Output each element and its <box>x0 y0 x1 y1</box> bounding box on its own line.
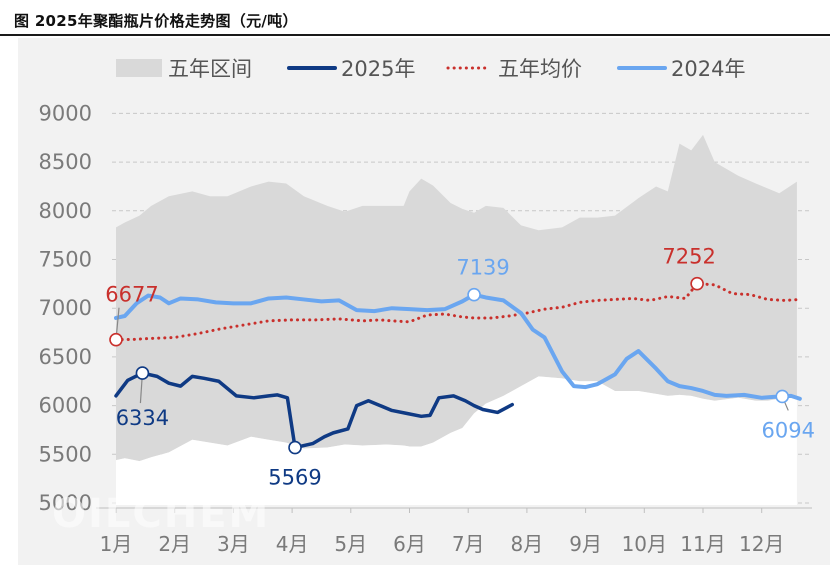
annotation-marker <box>288 440 302 455</box>
annotation-label: 5569 <box>268 466 321 490</box>
x-tick-label: 5月 <box>334 532 367 556</box>
legend: 五年区间 2025年 五年均价 2024年 <box>116 57 745 81</box>
y-axis: 9000 8500 8000 7500 7000 6500 6000 5500 5000 <box>39 101 92 515</box>
y-tick-label: 9000 <box>39 101 92 125</box>
legend-swatch-area <box>116 59 162 77</box>
x-tick-label: 2月 <box>158 532 191 556</box>
legend-label: 2025年 <box>341 57 415 81</box>
range-band-area <box>116 134 797 462</box>
annotation-marker <box>135 366 150 380</box>
y-tick-label: 5000 <box>39 491 92 515</box>
x-tick-label: 3月 <box>217 532 250 556</box>
figure-title: 图 2025年聚酯瓶片价格走势图（元/吨） <box>14 12 298 30</box>
annotation-marker <box>775 389 790 404</box>
series-2024-line <box>114 292 802 401</box>
x-tick-label: 10月 <box>622 532 667 556</box>
y-tick-label: 8000 <box>39 199 92 223</box>
x-axis: 1月 2月 3月 4月 5月 6月 7月 8月 9月 10月 11月 12月 <box>96 507 812 556</box>
annotation-label: 7139 <box>456 256 509 280</box>
figure-title-bar: 图 2025年聚酯瓶片价格走势图（元/吨） <box>0 0 830 36</box>
x-tick-label: 1月 <box>100 532 133 556</box>
legend-label: 五年区间 <box>168 57 252 81</box>
watermark-text: OILCHEM <box>52 491 270 537</box>
y-tick-label: 7000 <box>39 296 92 320</box>
x-tick-label: 8月 <box>511 532 544 556</box>
below-band-area <box>116 376 797 505</box>
y-tick-label: 8500 <box>39 150 92 174</box>
annotation-markers: 6677 6334 5569 7139 7252 6094 <box>105 245 815 490</box>
annotation-label: 6677 <box>105 283 158 307</box>
annotation-label: 6094 <box>762 418 815 442</box>
x-tick-label: 7月 <box>452 532 485 556</box>
x-tick-label: 4月 <box>276 532 309 556</box>
annotation-marker <box>467 287 481 302</box>
five-year-range-band <box>116 134 797 505</box>
series-2025-line <box>114 371 514 450</box>
x-tick-label: 6月 <box>393 532 426 556</box>
x-tick-label: 11月 <box>680 532 725 556</box>
y-tick-label: 6000 <box>39 394 92 418</box>
legend-label: 五年均价 <box>498 57 582 81</box>
y-tick-label: 6500 <box>39 345 92 369</box>
y-tick-label: 5500 <box>39 442 92 466</box>
annotation-label: 6334 <box>116 406 169 430</box>
legend-label: 2024年 <box>671 57 745 81</box>
annotation-label: 7252 <box>662 245 715 269</box>
annotation-marker <box>690 276 704 291</box>
x-tick-label: 9月 <box>569 532 602 556</box>
annotation-marker <box>109 332 123 347</box>
x-tick-label: 12月 <box>739 532 784 556</box>
y-tick-label: 7500 <box>39 248 92 272</box>
